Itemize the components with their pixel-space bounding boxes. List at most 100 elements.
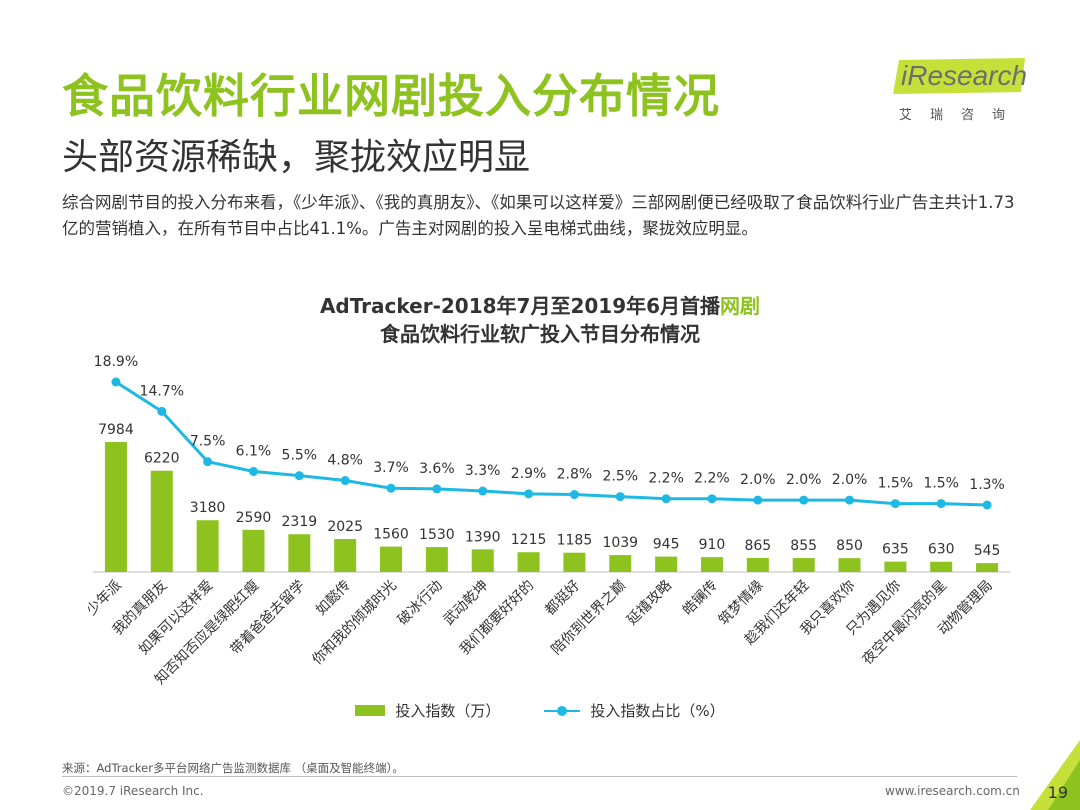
bar-value-label: 1560 (373, 527, 409, 543)
bar (609, 555, 632, 572)
line-value-label: 7.5% (190, 434, 226, 450)
bar (884, 561, 907, 572)
legend-bar-swatch (355, 705, 386, 716)
bar (104, 442, 127, 572)
bar-value-label: 1390 (465, 529, 501, 545)
line-value-label: 3.3% (465, 463, 501, 479)
bar-value-label: 850 (836, 538, 863, 554)
line-value-label: 2.2% (694, 471, 730, 487)
bar (563, 552, 586, 572)
source-note: 来源：AdTracker多平台网络广告监测数据库 （桌面及智能终端）。 (62, 761, 404, 775)
bar-value-label: 1039 (602, 535, 638, 551)
bar-value-label: 2590 (236, 510, 272, 526)
x-tick-label: 如懿传 (313, 578, 354, 619)
legend-bar-label: 投入指数（万） (395, 702, 501, 720)
chart-canvas: 7984 6220 3180 2590 2319 2025 1560 1530 1390 1215… (84, 354, 1010, 688)
bar-value-label: 1185 (557, 533, 593, 549)
line-point (661, 494, 671, 504)
bar (334, 539, 357, 572)
iresearch-logo: iResearch 艾瑞咨询 (893, 58, 1028, 128)
bar-value-label: 1215 (511, 532, 547, 548)
chart-title-line1: AdTracker-2018年7月至2019年6月首播网剧 (0, 290, 1080, 319)
line-point (707, 494, 717, 504)
line-value-label: 1.3% (969, 477, 1005, 493)
website-link: www.iresearch.com.cn (885, 784, 1020, 798)
bar-value-label: 945 (653, 537, 680, 553)
line-point (936, 499, 946, 509)
x-tick-label: 皓镧传 (680, 578, 721, 619)
bar (380, 546, 403, 572)
bar (150, 470, 173, 572)
page-number: 19 (1047, 783, 1068, 802)
bar-value-label: 6220 (144, 451, 180, 467)
bar (288, 534, 311, 572)
line-value-label: 2.0% (832, 472, 868, 488)
line-point (890, 499, 900, 509)
line-value-label: 1.5% (923, 476, 959, 492)
line-point (753, 495, 763, 505)
line-value-label: 3.6% (419, 461, 455, 477)
line-value-label: 18.9% (94, 354, 138, 370)
line-value-label: 2.8% (557, 467, 593, 483)
bar (655, 556, 678, 572)
bar (242, 529, 265, 572)
x-tick-label: 夜空中最闪亮的星 (859, 577, 950, 668)
bar-value-label: 2025 (327, 519, 363, 535)
copyright: ©2019.7 iResearch Inc. (62, 784, 204, 798)
legend-line-swatch (544, 705, 581, 717)
x-tick-label: 都挺好 (542, 578, 583, 619)
bar (517, 552, 540, 572)
bar (700, 557, 723, 572)
line-point (478, 486, 488, 496)
bar-value-label: 855 (790, 538, 817, 554)
line-point (340, 476, 350, 486)
x-tick-label: 破冰行动 (395, 578, 446, 629)
legend-item-line: 投入指数占比（%） (544, 700, 725, 721)
summary-text: 综合网剧节目的投入分布来看，《少年派》、《我的真朋友》、《如果可以这样爱》三部网… (62, 193, 1015, 238)
bar (471, 549, 494, 572)
x-tick-label: 你和我的倾城时光 (309, 578, 400, 669)
bar (838, 558, 861, 572)
line-point (248, 466, 258, 476)
legend-item-bar: 投入指数（万） (355, 700, 500, 721)
chart-title-highlight: 网剧 (720, 294, 761, 318)
legend-line-label: 投入指数占比（%） (590, 702, 725, 720)
line-value-label: 2.2% (648, 471, 684, 487)
line-point (569, 490, 579, 500)
line-value-label: 2.0% (786, 472, 822, 488)
logo-subtext: 艾瑞咨询 (899, 108, 1024, 123)
line-point (845, 495, 855, 505)
x-tick-label: 少年派 (84, 578, 125, 619)
line-value-label: 5.5% (282, 448, 318, 464)
logo-text: iResearch (901, 60, 1028, 91)
footer-divider (62, 776, 1017, 777)
line-value-label: 6.1% (236, 443, 272, 459)
line-value-label: 14.7% (140, 383, 184, 399)
bar (976, 563, 999, 572)
line-point (524, 489, 534, 499)
line-point (615, 492, 625, 502)
line-point (799, 495, 809, 505)
bar (930, 561, 953, 572)
bar-value-label: 630 (928, 542, 955, 558)
chart-title-line2: 食品饮料行业软广投入节目分布情况 (380, 322, 700, 346)
x-tick-label: 延禧攻略 (624, 578, 675, 629)
page-title: 食品饮料行业网剧投入分布情况 (62, 69, 720, 123)
percent-line (115, 380, 988, 507)
line-value-label: 2.5% (602, 469, 638, 485)
bar (425, 547, 448, 572)
line-point (432, 484, 442, 494)
bar-value-label: 2319 (282, 514, 318, 530)
line-value-label: 2.0% (740, 472, 776, 488)
page-subtitle: 头部资源稀缺，聚拢效应明显 (62, 137, 531, 178)
line-value-label: 3.7% (373, 460, 409, 476)
bar-value-label: 7984 (98, 422, 134, 438)
bar-value-label: 865 (744, 538, 771, 554)
chart-title-prefix: AdTracker-2018年7月至2019年6月首播 (319, 294, 721, 318)
bar-value-label: 545 (974, 543, 1001, 559)
bar-value-label: 635 (882, 542, 909, 558)
bar (792, 558, 815, 572)
line-point (203, 457, 213, 467)
bar-value-label: 910 (699, 537, 726, 553)
line-value-label: 2.9% (511, 466, 547, 482)
